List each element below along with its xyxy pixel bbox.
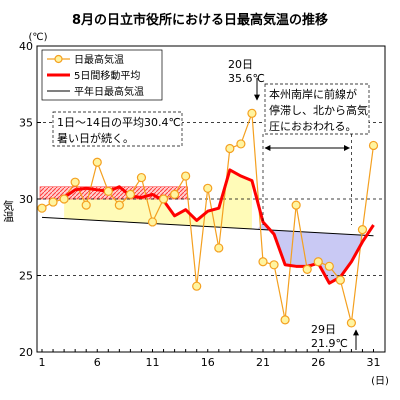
daily-max-point	[147, 217, 158, 227]
legend-label-daily: 日最高気温	[74, 53, 124, 66]
legend-label-normal: 平年日最高気温	[74, 85, 144, 98]
y-tick-label: 30	[19, 193, 33, 206]
y-tick-label: 40	[19, 40, 33, 53]
daily-max-point	[335, 275, 345, 285]
daily-max-point	[324, 261, 334, 271]
y-axis-label: 気温	[2, 199, 15, 222]
daily-max-point	[313, 257, 323, 267]
daily-max-point	[236, 139, 246, 149]
moving-average-line	[63, 168, 375, 285]
peak-label-line: 35.6℃	[228, 72, 265, 85]
daily-max-point	[181, 171, 191, 181]
legend-swatch-daily-point	[54, 54, 63, 64]
daily-max-point	[125, 189, 135, 200]
daily-max-point	[48, 197, 58, 207]
early-average-note: 1日～14日の平均30.4℃ 暑い日が続く。	[52, 111, 183, 147]
early-average-note-box	[52, 111, 183, 147]
legend-label-ma: 5日間移動平均	[74, 69, 140, 82]
daily-max-point	[357, 225, 368, 235]
front-note-box	[264, 83, 370, 135]
low-label-line: 21.9℃	[311, 337, 348, 350]
daily-max-point	[114, 200, 124, 210]
daily-max-point	[81, 200, 91, 210]
daily-max-point	[291, 200, 301, 210]
daily-max-point	[170, 189, 180, 200]
y-unit-label: (℃)	[28, 32, 47, 43]
x-tick-label: 11	[146, 356, 160, 369]
daily-max-point	[280, 315, 290, 325]
daily-max-point	[269, 260, 279, 270]
x-tick-label: 1	[39, 356, 46, 369]
daily-max-point	[225, 143, 235, 154]
below-normal-fill	[257, 221, 363, 284]
daily-max-point	[203, 183, 213, 193]
daily-max-point	[302, 264, 312, 274]
early-average-note-line: 暑い日が続く。	[57, 131, 134, 145]
y-tick-label: 20	[19, 346, 33, 359]
daily-max-point	[103, 186, 113, 196]
daily-max-point	[368, 140, 379, 151]
daily-max-point	[346, 318, 356, 328]
daily-max-point	[59, 194, 69, 204]
x-tick-label: 31	[367, 356, 381, 369]
front-note-line: 本州南岸に前線が	[269, 87, 357, 101]
front-note-line: 圧におおわれる。	[269, 120, 356, 133]
early-average-note-line: 1日～14日の平均30.4℃	[57, 116, 181, 129]
front-note-line: 停滞し、北から高気	[269, 103, 368, 117]
x-tick-label: 26	[311, 356, 325, 369]
chart-title: 8月の日立市役所における日最高気温の推移	[72, 12, 328, 28]
x-tick-label: 16	[201, 356, 215, 369]
daily-max-point	[92, 157, 102, 167]
x-unit-label: (日)	[371, 376, 389, 387]
x-tick-label: 6	[94, 356, 101, 369]
daily-max-point	[192, 281, 202, 291]
normal-line	[41, 216, 374, 237]
low-label-line: 29日	[311, 323, 336, 336]
daily-max-point	[70, 177, 80, 187]
peak-label-line: 20日	[228, 58, 253, 71]
daily-max-point	[214, 243, 224, 253]
daily-max-point	[136, 172, 147, 183]
y-tick-label: 35	[19, 117, 33, 130]
y-tick-label: 25	[19, 270, 33, 283]
daily-max-point	[37, 203, 47, 213]
daily-max-point	[258, 257, 268, 267]
daily-max-point	[247, 108, 257, 118]
daily-max-point	[158, 194, 169, 204]
x-tick-label: 21	[256, 356, 270, 369]
